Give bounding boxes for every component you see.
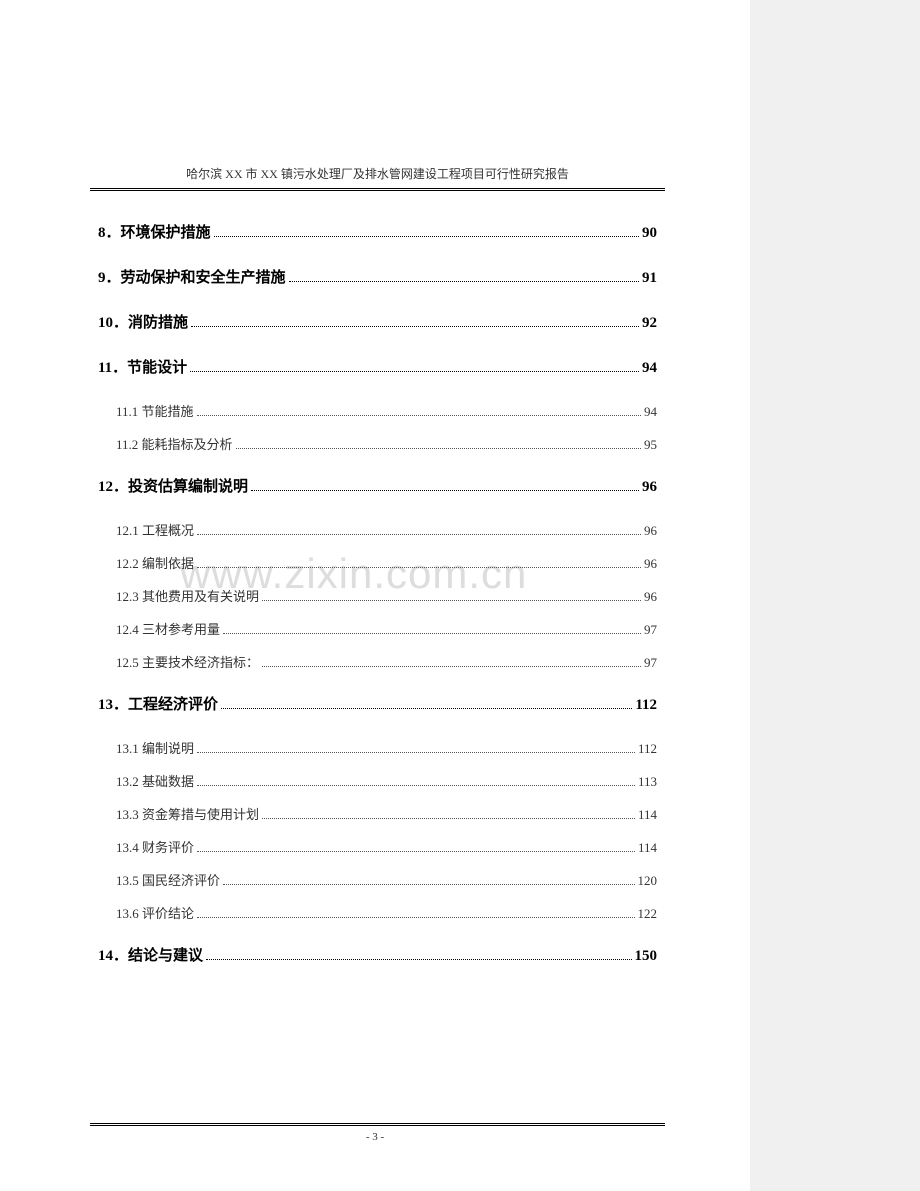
toc-page-number: 112 (638, 741, 657, 757)
toc-page-number: 120 (638, 873, 658, 889)
toc-label: 12.5 主要技术经济指标： (116, 652, 259, 671)
toc-entry-level2: 13.1 编制说明 112 (98, 738, 657, 757)
toc-page-number: 114 (638, 807, 657, 823)
toc-entry-level1: 8．环境保护措施 90 (98, 221, 657, 242)
toc-label: 11．节能设计 (98, 356, 187, 377)
toc-page-number: 94 (644, 404, 657, 420)
table-of-contents: 8．环境保护措施 90 9．劳动保护和安全生产措施 91 10．消防措施 92 11．节能设… (90, 221, 665, 965)
toc-label: 12．投资估算编制说明 (98, 475, 248, 496)
toc-label: 12.4 三材参考用量 (116, 619, 220, 638)
toc-label: 13.5 国民经济评价 (116, 870, 220, 889)
toc-entry-level2: 12.1 工程概况 96 (98, 520, 657, 539)
toc-dots (197, 534, 641, 535)
toc-dots (289, 281, 639, 282)
toc-entry-level1: 14．结论与建议 150 (98, 944, 657, 965)
toc-dots (223, 633, 641, 634)
toc-label: 9．劳动保护和安全生产措施 (98, 266, 286, 287)
toc-dots (236, 448, 641, 449)
toc-dots (197, 917, 634, 918)
toc-page-number: 96 (644, 589, 657, 605)
toc-dots (191, 326, 639, 327)
toc-page-number: 97 (644, 655, 657, 671)
toc-dots (197, 851, 635, 852)
toc-dots (197, 415, 641, 416)
toc-dots (190, 371, 639, 372)
toc-page-number: 94 (642, 360, 657, 377)
toc-page-number: 90 (642, 225, 657, 242)
toc-page-number: 96 (644, 556, 657, 572)
toc-label: 8．环境保护措施 (98, 221, 211, 242)
toc-entry-level1: 11．节能设计 94 (98, 356, 657, 377)
toc-entry-level2: 12.5 主要技术经济指标： 97 (98, 652, 657, 671)
toc-page-number: 114 (638, 840, 657, 856)
toc-label: 12.3 其他费用及有关说明 (116, 586, 259, 605)
toc-page-number: 96 (642, 479, 657, 496)
toc-dots (197, 785, 635, 786)
toc-label: 14．结论与建议 (98, 944, 203, 965)
toc-page-number: 92 (642, 315, 657, 332)
toc-entry-level2: 11.1 节能措施 94 (98, 401, 657, 420)
toc-entry-level1: 12．投资估算编制说明 96 (98, 475, 657, 496)
toc-label: 11.1 节能措施 (116, 401, 194, 420)
toc-entry-level2: 11.2 能耗指标及分析 95 (98, 434, 657, 453)
toc-page-number: 122 (638, 906, 658, 922)
toc-dots (214, 236, 639, 237)
toc-page-number: 112 (635, 697, 657, 714)
toc-entry-level2: 13.4 财务评价 114 (98, 837, 657, 856)
toc-entry-level2: 13.3 资金筹措与使用计划 114 (98, 804, 657, 823)
toc-dots (262, 818, 635, 819)
toc-page-number: 97 (644, 622, 657, 638)
toc-dots (262, 600, 641, 601)
toc-entry-level2: 13.2 基础数据 113 (98, 771, 657, 790)
toc-page-number: 91 (642, 270, 657, 287)
toc-label: 12.1 工程概况 (116, 520, 194, 539)
toc-page-number: 150 (635, 948, 658, 965)
toc-page-number: 113 (638, 774, 657, 790)
footer-divider (90, 1123, 665, 1126)
header-title: 哈尔滨 XX 市 XX 镇污水处理厂及排水管网建设工程项目可行性研究报告 (90, 165, 665, 182)
toc-entry-level1: 10．消防措施 92 (98, 311, 657, 332)
footer-page-number: - 3 - (0, 1131, 750, 1143)
toc-entry-level1: 13．工程经济评价 112 (98, 693, 657, 714)
toc-entry-level1: 9．劳动保护和安全生产措施 91 (98, 266, 657, 287)
toc-dots (262, 666, 641, 667)
document-page: 哈尔滨 XX 市 XX 镇污水处理厂及排水管网建设工程项目可行性研究报告 www… (0, 0, 750, 1191)
toc-dots (206, 959, 631, 960)
toc-label: 13.3 资金筹措与使用计划 (116, 804, 259, 823)
toc-dots (223, 884, 634, 885)
toc-label: 13.1 编制说明 (116, 738, 194, 757)
toc-dots (251, 490, 639, 491)
header-divider (90, 188, 665, 191)
toc-label: 12.2 编制依据 (116, 553, 194, 572)
toc-page-number: 96 (644, 523, 657, 539)
toc-entry-level2: 13.6 评价结论 122 (98, 903, 657, 922)
toc-entry-level2: 12.3 其他费用及有关说明 96 (98, 586, 657, 605)
toc-page-number: 95 (644, 437, 657, 453)
toc-label: 13.6 评价结论 (116, 903, 194, 922)
toc-label: 13.2 基础数据 (116, 771, 194, 790)
toc-label: 10．消防措施 (98, 311, 188, 332)
toc-entry-level2: 12.2 编制依据 96 (98, 553, 657, 572)
toc-label: 13．工程经济评价 (98, 693, 218, 714)
toc-entry-level2: 13.5 国民经济评价 120 (98, 870, 657, 889)
toc-dots (197, 567, 641, 568)
toc-label: 13.4 财务评价 (116, 837, 194, 856)
toc-label: 11.2 能耗指标及分析 (116, 434, 233, 453)
toc-dots (221, 708, 632, 709)
toc-entry-level2: 12.4 三材参考用量 97 (98, 619, 657, 638)
toc-dots (197, 752, 635, 753)
